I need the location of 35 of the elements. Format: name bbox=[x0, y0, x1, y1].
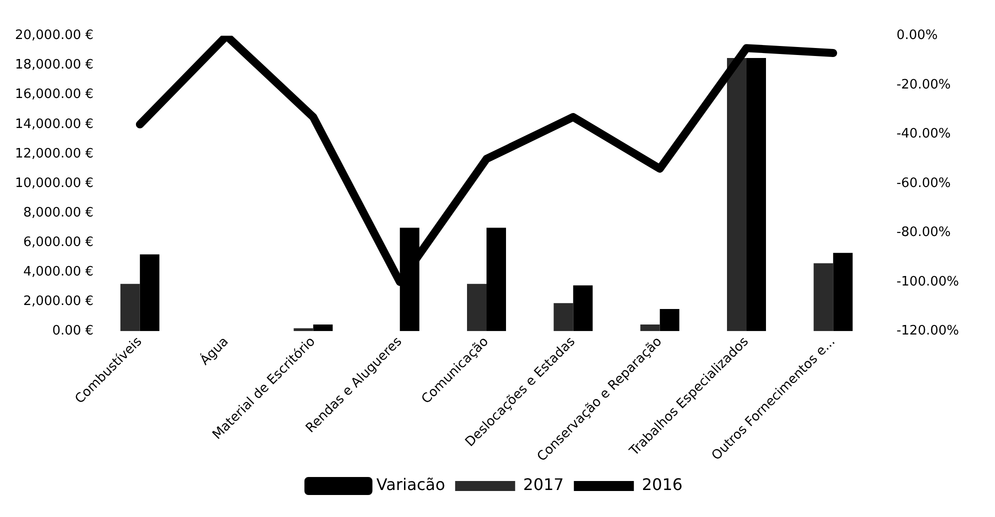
legend-label: Variacão bbox=[376, 475, 446, 494]
bar bbox=[486, 228, 506, 332]
bar bbox=[640, 324, 660, 332]
y-tick-label: 12,000.00 € bbox=[14, 146, 94, 162]
bar bbox=[660, 309, 680, 332]
legend-label: 2016 bbox=[642, 475, 683, 494]
bar bbox=[120, 284, 140, 332]
y-tick-label: 0.00 € bbox=[52, 324, 94, 339]
bar bbox=[140, 254, 160, 332]
legend-label: 2017 bbox=[523, 475, 564, 494]
y2-tick-label: -20.00% bbox=[896, 77, 951, 92]
y-tick-label: 4,000.00 € bbox=[23, 264, 94, 280]
y-tick-label: 14,000.00 € bbox=[14, 116, 94, 132]
bar bbox=[833, 252, 853, 332]
y2-tick-label: -120.00% bbox=[896, 324, 959, 339]
bar bbox=[313, 324, 333, 332]
y-tick-label: 8,000.00 € bbox=[23, 205, 94, 220]
bar bbox=[573, 285, 593, 332]
bar bbox=[746, 58, 766, 332]
y-tick-label: 20,000.00 € bbox=[14, 28, 94, 44]
y-tick-label: 6,000.00 € bbox=[23, 234, 94, 250]
y2-tick-label: -80.00% bbox=[896, 225, 951, 240]
bar bbox=[294, 328, 314, 332]
y-tick-label: 10,000.00 € bbox=[14, 176, 94, 191]
y2-tick-label: -40.00% bbox=[896, 126, 951, 142]
y-tick-label: 18,000.00 € bbox=[14, 58, 94, 73]
bar bbox=[467, 284, 487, 332]
bar bbox=[814, 263, 834, 332]
y2-tick-label: 0.00% bbox=[896, 28, 938, 44]
bar bbox=[726, 58, 746, 332]
y2-tick-label: -60.00% bbox=[896, 176, 951, 191]
y-tick-label: 16,000.00 € bbox=[14, 87, 94, 102]
y-tick-label: 2,000.00 € bbox=[23, 294, 94, 310]
bar bbox=[554, 303, 574, 332]
y2-tick-label: -100.00% bbox=[896, 274, 959, 290]
